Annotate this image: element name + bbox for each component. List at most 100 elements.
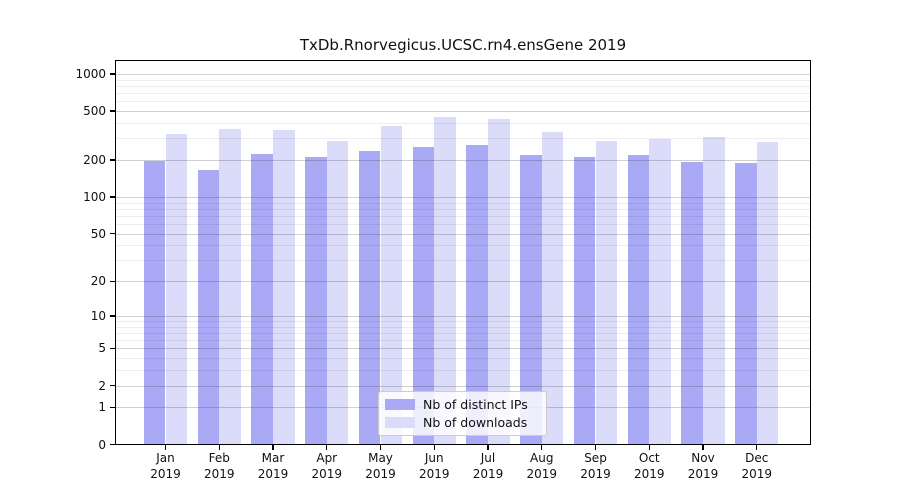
legend-label-distinct-ips: Nb of distinct IPs [423, 397, 528, 412]
gridline-minor-80 [115, 208, 811, 210]
gridline-minor-700 [115, 93, 811, 95]
legend-swatch-distinct-ips [385, 399, 415, 410]
y-axis-tick-label-2: 2 [98, 378, 106, 393]
gridline-major-100 [115, 197, 811, 198]
gridline-minor-3 [115, 370, 811, 372]
legend-item-distinct-ips: Nb of distinct IPs [385, 397, 538, 412]
y-axis-tick-0 [110, 443, 115, 446]
x-tick-month-text: Jan [156, 451, 175, 465]
x-axis-label-may: May 2019 [351, 451, 411, 482]
gridline-major-20 [115, 281, 811, 283]
x-tick-month-text: Nov [691, 451, 715, 465]
gridline-major-2 [115, 385, 811, 387]
gridline-minor-600 [115, 101, 811, 103]
gridline-minor-60 [115, 224, 811, 226]
gridline-minor-40 [115, 245, 811, 247]
x-axis-tick-may [379, 444, 382, 450]
bar-distinct-ips-oct [627, 154, 650, 445]
x-tick-year-text: 2019 [741, 466, 773, 481]
x-tick-month-text: Oct [638, 451, 660, 465]
x-tick-year-text: 2019 [633, 466, 665, 481]
bar-downloads-aug [541, 132, 564, 445]
gridline-minor-9 [115, 321, 811, 323]
x-tick-year-text: 2019 [203, 466, 235, 481]
x-tick-year-text: 2019 [526, 466, 558, 481]
gridline-minor-900 [115, 79, 811, 81]
gridline-major-1000 [115, 74, 811, 75]
x-tick-month-text: Sep [584, 451, 607, 465]
gridline-minor-90 [115, 202, 811, 204]
x-axis-label-sep: Sep 2019 [566, 451, 626, 482]
x-tick-month-text: Feb [208, 451, 230, 465]
legend-item-downloads: Nb of downloads [385, 415, 538, 430]
gridline-minor-300 [115, 138, 811, 140]
x-axis-tick-nov [702, 444, 704, 450]
bar-downloads-feb [219, 128, 241, 445]
x-axis-label-nov: Nov 2019 [673, 451, 733, 482]
x-axis-tick-feb [218, 444, 220, 450]
bar-distinct-ips-dec [735, 163, 757, 445]
y-axis-tick-label-10: 10 [90, 308, 106, 323]
y-axis-tick-label-20: 20 [90, 274, 106, 289]
bar-downloads-jun [434, 117, 456, 445]
y-axis-tick-label-0: 0 [98, 437, 106, 452]
bar-downloads-jul [488, 119, 510, 445]
gridline-major-10 [115, 315, 811, 317]
legend-swatch-downloads [385, 417, 415, 428]
y-axis-tick-200 [110, 159, 115, 161]
bar-distinct-ips-apr [305, 156, 327, 445]
gridline-major-50 [115, 233, 811, 235]
x-axis-tick-jun [433, 444, 435, 450]
x-axis-label-feb: Feb 2019 [189, 451, 249, 482]
y-axis-tick-label-200: 200 [83, 153, 106, 168]
y-axis-tick-1 [110, 406, 115, 408]
x-tick-month-text: Apr [316, 451, 338, 465]
gridline-minor-70 [115, 215, 811, 217]
bar-downloads-sep [595, 140, 618, 445]
x-tick-month-text: Jul [480, 451, 496, 465]
bar-distinct-ips-sep [573, 157, 596, 445]
x-axis-tick-jan [164, 444, 167, 450]
y-axis-tick-500 [110, 110, 115, 112]
bar-distinct-ips-mar [251, 153, 273, 445]
x-axis-tick-jul [487, 444, 489, 450]
bar-distinct-ips-jul [466, 145, 488, 445]
legend-label-downloads: Nb of downloads [423, 415, 528, 430]
bar-downloads-may [380, 125, 403, 445]
gridline-major-5 [115, 348, 811, 350]
chart-title: TxDb.Rnorvegicus.UCSC.rn4.ensGene 2019 [299, 36, 627, 54]
bar-distinct-ips-may [358, 151, 381, 445]
bar-downloads-mar [273, 130, 295, 445]
bar-distinct-ips-nov [681, 161, 703, 445]
y-axis-tick-50 [110, 232, 115, 235]
bar-downloads-jan [165, 133, 188, 445]
x-axis-tick-oct [648, 444, 650, 450]
y-axis-tick-100 [110, 196, 115, 198]
x-tick-year-text: 2019 [418, 466, 450, 481]
bar-distinct-ips-aug [520, 154, 542, 445]
x-tick-month-text: Dec [745, 451, 769, 465]
bar-distinct-ips-jan [143, 160, 166, 445]
x-axis-label-oct: Oct 2019 [619, 451, 679, 482]
x-axis-label-jan: Jan 2019 [136, 451, 196, 482]
bar-downloads-dec [756, 142, 779, 445]
gridline-minor-7 [115, 332, 811, 334]
legend: Nb of distinct IPs Nb of downloads [378, 391, 547, 436]
gridline-major-500 [115, 111, 811, 113]
x-axis-label-dec: Dec 2019 [727, 451, 787, 482]
x-tick-year-text: 2019 [580, 466, 611, 481]
x-tick-year-text: 2019 [150, 466, 181, 481]
y-axis-tick-2 [110, 384, 115, 387]
bar-downloads-nov [703, 137, 725, 445]
y-axis-tick-label-500: 500 [83, 104, 106, 119]
x-axis-tick-apr [326, 444, 328, 450]
x-axis-label-jun: Jun 2019 [404, 451, 464, 482]
y-axis-tick-label-50: 50 [90, 226, 106, 241]
gridline-minor-800 [115, 85, 811, 87]
x-tick-month-text: Mar [261, 451, 285, 465]
x-tick-month-text: Jun [424, 451, 444, 465]
gridline-minor-400 [115, 123, 811, 125]
x-tick-year-text: 2019 [311, 466, 343, 481]
gridline-minor-6 [115, 340, 811, 342]
